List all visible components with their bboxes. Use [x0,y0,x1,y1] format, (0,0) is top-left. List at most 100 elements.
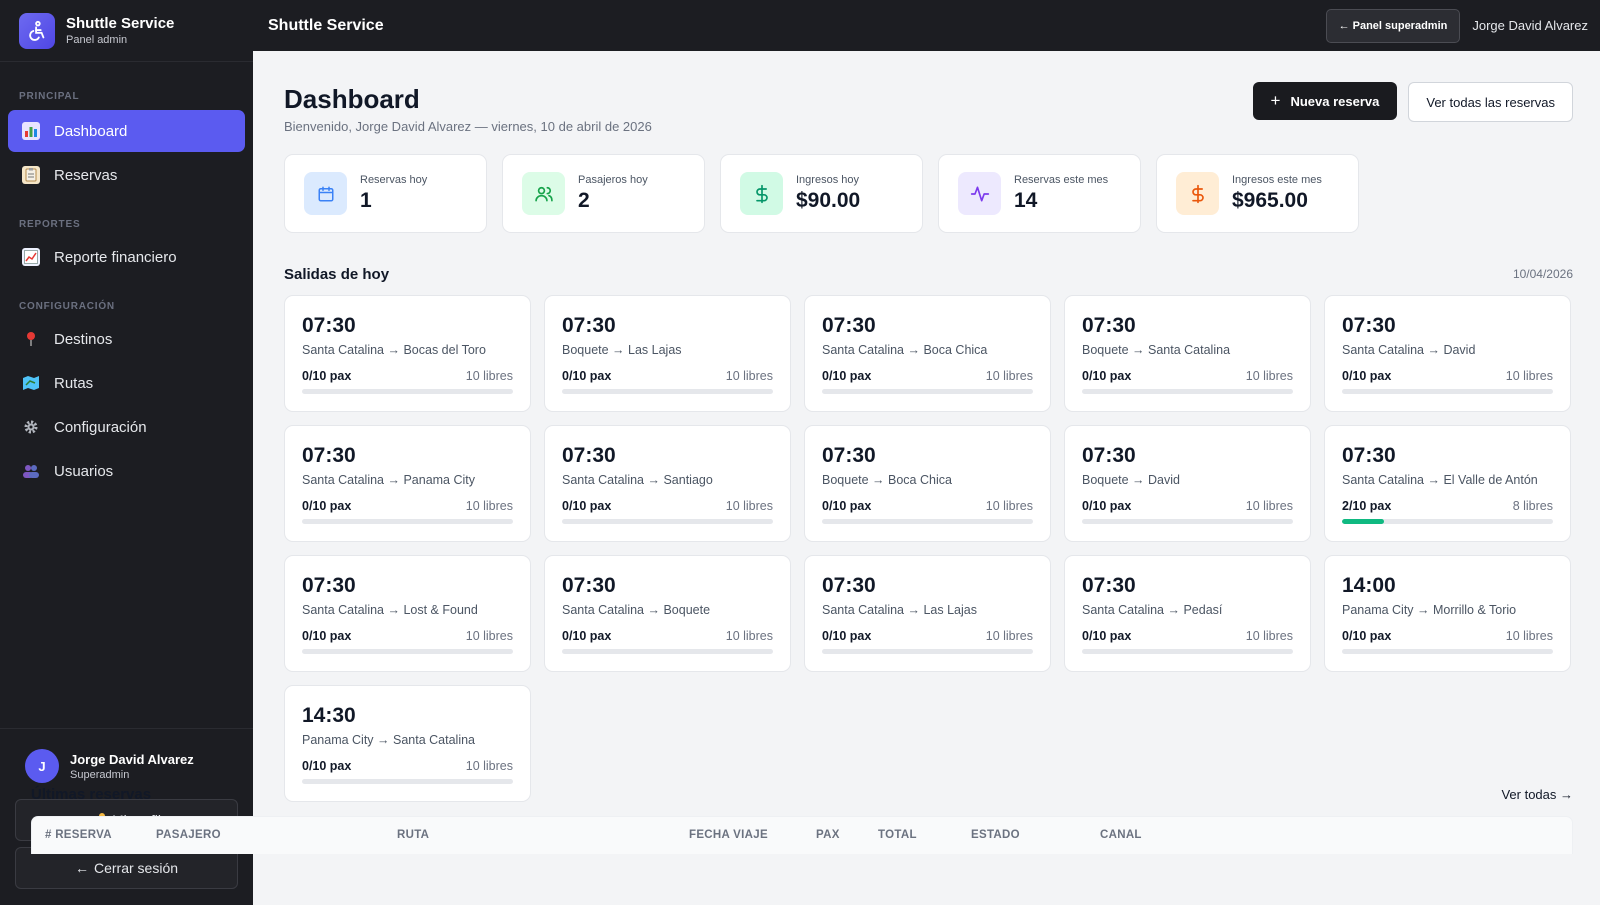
departure-free-seats: 10 libres [465,369,513,383]
main-content: Dashboard Bienvenido, Jorge David Alvare… [253,51,1600,905]
departure-route: Santa Catalina → El Valle de Antón [1342,473,1538,487]
table-column-header[interactable]: # RESERVA [45,829,112,841]
departure-route: Santa Catalina → Lost & Found [302,603,478,617]
sidebar-item-label: Reservas [54,166,118,184]
sidebar-item-dashboard[interactable]: Dashboard [8,110,245,152]
sidebar-item-reporte-financiero[interactable]: Reporte financiero [8,236,245,278]
see-all-link[interactable]: Ver todas → [1501,787,1573,802]
departure-pax: 0/10 pax [1082,369,1132,383]
departure-card[interactable]: 07:30 Boquete → Boca Chica 0/10 pax 10 l… [804,425,1051,542]
sidebar-item-reservas[interactable]: Reservas [8,154,245,196]
user-role: Superadmin [70,768,130,781]
gear-icon [22,418,40,436]
departure-card[interactable]: 14:00 Panama City → Morrillo & Torio 0/1… [1324,555,1571,672]
arrow-left-icon: ← [74,860,89,876]
departure-card[interactable]: 07:30 Santa Catalina → Bocas del Toro 0/… [284,295,531,412]
all-reservations-button[interactable]: Ver todas las reservas [1408,82,1573,122]
departure-card[interactable]: 14:30 Panama City → Santa Catalina 0/10 … [284,685,531,802]
logout-button[interactable]: ← Cerrar sesión [15,847,238,889]
departure-card[interactable]: 07:30 Santa Catalina → Panama City 0/10 … [284,425,531,542]
stat-value: 1 [360,189,372,212]
departure-time: 07:30 [562,444,616,467]
sidebar-item-configuracion[interactable]: Configuración [8,406,245,448]
departure-card[interactable]: 07:30 Santa Catalina → Santiago 0/10 pax… [544,425,791,542]
departure-free-seats: 10 libres [1505,629,1553,643]
sidebar-item-label: Usuarios [54,462,114,480]
logout-label: Cerrar sesión [93,860,179,876]
superadmin-panel-button[interactable]: ← Panel superadmin [1325,8,1461,43]
stats-row: Reservas hoy 1 Pasajeros hoy 2 Ingresos … [284,154,1573,233]
new-reservation-button[interactable]: + Nueva reserva [1252,82,1398,120]
stat-label: Ingresos este mes [1232,174,1322,186]
departure-card[interactable]: 07:30 Santa Catalina → El Valle de Antón… [1324,425,1571,542]
page-title: Dashboard [284,84,420,114]
departure-route: Panama City → Santa Catalina [302,733,476,747]
stat-value: 14 [1014,189,1038,212]
user-card: J Jorge David Alvarez Superadmin [25,749,238,783]
sidebar-item-rutas[interactable]: Rutas [8,362,245,404]
topbar-user-name[interactable]: Jorge David Alvarez [1472,18,1588,33]
departure-card[interactable]: 07:30 Santa Catalina → Boca Chica 0/10 p… [804,295,1051,412]
departure-card[interactable]: 07:30 Boquete → David 0/10 pax 10 libres [1064,425,1311,542]
departure-card[interactable]: 07:30 Boquete → Santa Catalina 0/10 pax … [1064,295,1311,412]
departure-free-seats: 10 libres [465,759,513,773]
occupancy-bar [562,389,773,394]
departure-time: 07:30 [562,574,616,597]
map-icon [22,374,40,392]
departure-card[interactable]: 07:30 Santa Catalina → Las Lajas 0/10 pa… [804,555,1051,672]
pin-icon [22,330,40,348]
departure-card[interactable]: 07:30 Santa Catalina → Pedasí 0/10 pax 1… [1064,555,1311,672]
sidebar-item-destinos[interactable]: Destinos [8,318,245,360]
occupancy-bar [302,649,513,654]
departure-time: 07:30 [302,444,356,467]
table-column-header[interactable]: FECHA VIAJE [689,829,768,841]
arrow-left-icon: ← [1338,19,1350,32]
departure-pax: 0/10 pax [302,629,352,643]
stat-label: Pasajeros hoy [578,174,648,186]
stat-label: Reservas hoy [360,174,428,186]
departure-free-seats: 10 libres [985,629,1033,643]
sidebar: Shuttle Service Panel admin PRINCIPAL Da… [0,0,253,905]
brand[interactable]: Shuttle Service Panel admin [0,0,253,62]
departure-route: Panama City → Morrillo & Torio [1342,603,1517,617]
departure-pax: 0/10 pax [1342,369,1392,383]
table-column-header[interactable]: CANAL [1100,829,1142,841]
reservations-table-header: # RESERVA PASAJERO RUTA FECHA VIAJE PAX TOTAL… [31,816,1573,854]
stat-card: Reservas hoy 1 [284,154,487,233]
table-column-header[interactable]: TOTAL [878,829,917,841]
departure-card[interactable]: 07:30 Santa Catalina → Lost & Found 0/10… [284,555,531,672]
departure-free-seats: 8 libres [1512,499,1553,513]
departure-pax: 0/10 pax [822,499,872,513]
departure-pax: 0/10 pax [302,499,352,513]
occupancy-bar [1342,389,1553,394]
departure-route: Boquete → Las Lajas [562,343,682,357]
departure-time: 07:30 [1082,574,1136,597]
page-subtitle: Bienvenido, Jorge David Alvarez — vierne… [284,119,652,134]
departure-pax: 0/10 pax [302,759,352,773]
occupancy-bar [822,649,1033,654]
departure-pax: 0/10 pax [1342,629,1392,643]
departure-free-seats: 10 libres [725,369,773,383]
departure-card[interactable]: 07:30 Santa Catalina → David 0/10 pax 10… [1324,295,1571,412]
last-reservations-title: Últimas reservas [31,786,152,803]
departure-pax: 2/10 pax [1342,499,1392,513]
departures-date: 10/04/2026 [1512,267,1573,281]
departure-free-seats: 10 libres [725,629,773,643]
occupancy-bar [822,389,1033,394]
departure-time: 07:30 [1082,314,1136,337]
sidebar-item-usuarios[interactable]: Usuarios [8,450,245,492]
departure-free-seats: 10 libres [465,499,513,513]
occupancy-bar [822,519,1033,524]
table-column-header[interactable]: ESTADO [971,829,1020,841]
departure-card[interactable]: 07:30 Boquete → Las Lajas 0/10 pax 10 li… [544,295,791,412]
table-column-header[interactable]: PAX [816,829,840,841]
table-column-header[interactable]: PASAJERO [156,829,221,841]
departure-free-seats: 10 libres [465,629,513,643]
occupancy-bar [1082,649,1293,654]
users-icon [22,462,40,480]
table-column-header[interactable]: RUTA [397,829,430,841]
departure-card[interactable]: 07:30 Santa Catalina → Boquete 0/10 pax … [544,555,791,672]
stat-value: $90.00 [796,189,861,212]
occupancy-bar [1082,519,1293,524]
occupancy-bar [302,779,513,784]
